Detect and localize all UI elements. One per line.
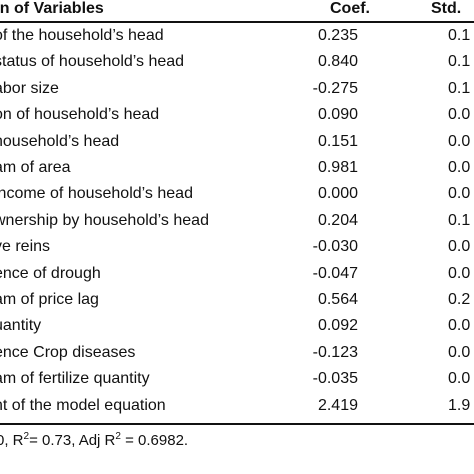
header-coef: Coef.	[330, 0, 370, 17]
header-variables: on of Variables	[0, 0, 104, 17]
coef-cell: 2.419	[317, 397, 358, 414]
variable-cell: on of household’s head	[0, 106, 160, 123]
header-std: Std.	[431, 0, 462, 17]
std-cell: 0.1	[448, 80, 471, 97]
coef-cell: 0.204	[317, 212, 358, 229]
variable-cell: of the household’s head	[0, 27, 164, 44]
std-cell: 1.9	[448, 397, 471, 414]
variable-cell: ve reins	[0, 238, 51, 255]
std-cell: 0.1	[448, 53, 471, 70]
std-cell: 0.0	[448, 265, 471, 282]
footnote-prefix: 0, R	[0, 432, 24, 449]
coef-cell: -0.035	[312, 370, 358, 387]
variable-cell: uantity	[0, 317, 42, 334]
std-cell: 0.0	[448, 185, 471, 202]
std-cell: 0.0	[448, 370, 471, 387]
coef-cell: -0.275	[312, 80, 358, 97]
variable-cell: am of price lag	[0, 291, 99, 308]
coef-cell: 0.000	[317, 185, 358, 202]
std-cell: 0.2	[448, 291, 471, 308]
coef-cell: 0.090	[317, 106, 358, 123]
std-cell: 0.1	[448, 27, 471, 44]
std-cell: 0.1	[448, 212, 471, 229]
adj-r2-superscript: 2	[115, 431, 121, 442]
variable-cell: nt of the model equation	[0, 397, 166, 414]
coef-cell: 0.564	[317, 291, 358, 308]
footnote-adj-value: = 0.6982.	[120, 432, 189, 449]
variable-cell: am of area	[0, 159, 71, 176]
coef-cell: -0.047	[312, 265, 358, 282]
std-cell: 0.0	[448, 344, 471, 361]
footnote-r2-value: = 0.73, Adj R	[29, 432, 116, 449]
variable-cell: ence of drough	[0, 265, 101, 282]
std-cell: 0.0	[448, 238, 471, 255]
variable-cell: household’s head	[0, 133, 120, 150]
std-cell: 0.0	[448, 106, 471, 123]
variable-cell: income of household’s head	[0, 185, 193, 202]
coef-cell: 0.840	[317, 53, 358, 70]
variable-cell: status of household’s head	[0, 53, 185, 70]
table-footnote: 0, R2= 0.73, Adj R2 = 0.6982.	[0, 432, 188, 450]
variable-cell: am of fertilize quantity	[0, 370, 150, 387]
coef-cell: -0.030	[312, 238, 358, 255]
variable-cell: wnership by household’s head	[0, 212, 209, 229]
variable-cell: ence Crop diseases	[0, 344, 136, 361]
std-cell: 0.0	[448, 159, 471, 176]
table-bottom-rule	[0, 423, 474, 425]
std-cell: 0.0	[448, 133, 471, 150]
coef-cell: 0.092	[317, 317, 358, 334]
table-top-rule	[0, 21, 474, 23]
coef-cell: -0.123	[312, 344, 358, 361]
r2-superscript: 2	[23, 431, 30, 442]
variable-cell: abor size	[0, 80, 59, 97]
coef-cell: 0.235	[317, 27, 358, 44]
coef-cell: 0.151	[317, 133, 358, 150]
coef-cell: 0.981	[317, 159, 358, 176]
std-cell: 0.0	[448, 317, 471, 334]
